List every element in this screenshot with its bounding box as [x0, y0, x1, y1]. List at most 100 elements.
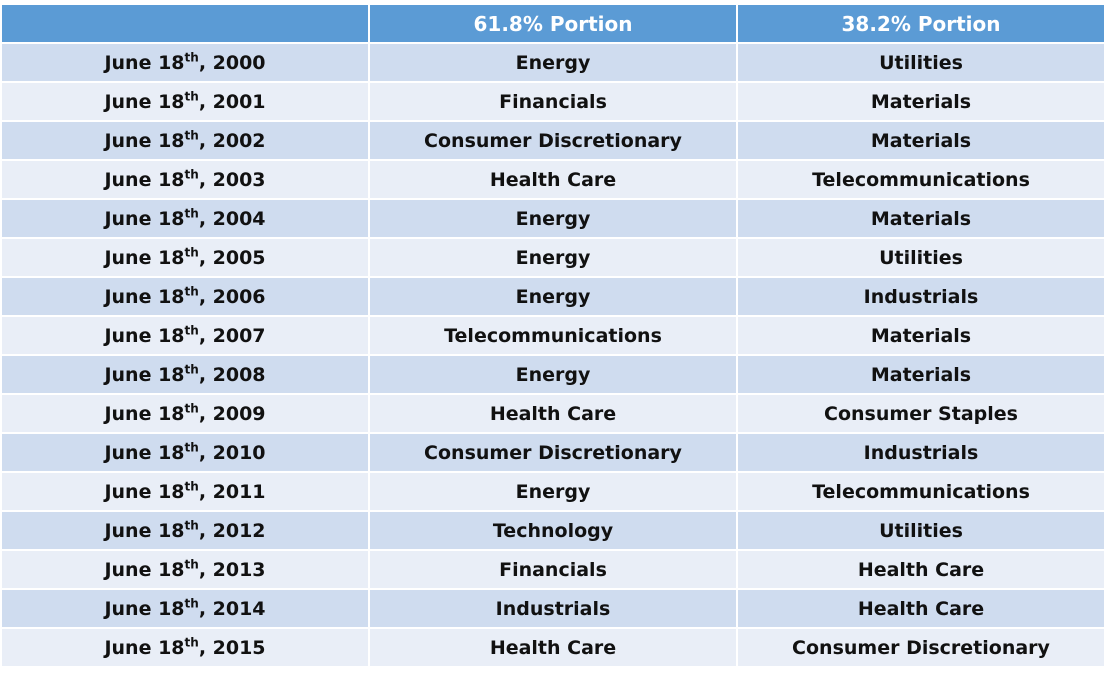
date-cell: June 18th, 2004: [2, 200, 368, 237]
portion-382-cell: Materials: [738, 317, 1104, 354]
date-day: June 18: [104, 90, 185, 113]
date-cell: June 18th, 2012: [2, 512, 368, 549]
date-cell: June 18th, 2001: [2, 83, 368, 120]
portion-618-cell: Industrials: [370, 590, 736, 627]
date-year: , 2011: [198, 480, 266, 503]
portion-382-cell: Consumer Discretionary: [738, 629, 1104, 666]
date-cell: June 18th, 2006: [2, 278, 368, 315]
portion-382-cell: Materials: [738, 122, 1104, 159]
table-row: June 18th, 2010 Consumer Discretionary Ind…: [2, 434, 1104, 471]
portion-382-cell: Telecommunications: [738, 161, 1104, 198]
date-day: June 18: [104, 246, 185, 269]
table-row: June 18th, 2007 Telecommunications Materia…: [2, 317, 1104, 354]
date-day: June 18: [104, 168, 185, 191]
portion-618-cell: Consumer Discretionary: [370, 434, 736, 471]
date-ordinal-suffix: th: [184, 596, 199, 611]
date-day: June 18: [104, 51, 185, 74]
date-ordinal-suffix: th: [184, 167, 199, 182]
portion-382-cell: Health Care: [738, 590, 1104, 627]
date-day: June 18: [104, 597, 185, 620]
table-row: June 18th, 2011 Energy Telecommunications: [2, 473, 1104, 510]
date-day: June 18: [104, 519, 185, 542]
date-cell: June 18th, 2010: [2, 434, 368, 471]
date-year: , 2013: [198, 558, 266, 581]
table-row: June 18th, 2000 Energy Utilities: [2, 44, 1104, 81]
portion-382-cell: Utilities: [738, 44, 1104, 81]
sector-table: 61.8% Portion 38.2% Portion June 18th, 2…: [0, 3, 1106, 668]
portion-382-cell: Materials: [738, 83, 1104, 120]
date-ordinal-suffix: th: [184, 245, 199, 260]
date-year: , 2010: [198, 441, 266, 464]
date-cell: June 18th, 2013: [2, 551, 368, 588]
date-day: June 18: [104, 324, 185, 347]
portion-618-cell: Energy: [370, 473, 736, 510]
date-cell: June 18th, 2002: [2, 122, 368, 159]
date-ordinal-suffix: th: [184, 401, 199, 416]
date-day: June 18: [104, 558, 185, 581]
table-row: June 18th, 2004 Energy Materials: [2, 200, 1104, 237]
date-year: , 2003: [198, 168, 266, 191]
table-row: June 18th, 2001 Financials Materials: [2, 83, 1104, 120]
date-ordinal-suffix: th: [184, 206, 199, 221]
portion-618-cell: Financials: [370, 83, 736, 120]
date-cell: June 18th, 2003: [2, 161, 368, 198]
portion-618-cell: Health Care: [370, 161, 736, 198]
date-day: June 18: [104, 402, 185, 425]
date-year: , 2001: [198, 90, 266, 113]
date-day: June 18: [104, 441, 185, 464]
date-cell: June 18th, 2011: [2, 473, 368, 510]
portion-618-cell: Health Care: [370, 629, 736, 666]
header-382-portion: 38.2% Portion: [738, 5, 1104, 42]
header-date: [2, 5, 368, 42]
portion-382-cell: Industrials: [738, 278, 1104, 315]
portion-382-cell: Industrials: [738, 434, 1104, 471]
portion-618-cell: Energy: [370, 239, 736, 276]
date-ordinal-suffix: th: [184, 50, 199, 65]
date-cell: June 18th, 2009: [2, 395, 368, 432]
table-header: 61.8% Portion 38.2% Portion: [2, 5, 1104, 42]
header-618-portion: 61.8% Portion: [370, 5, 736, 42]
date-ordinal-suffix: th: [184, 323, 199, 338]
portion-382-cell: Utilities: [738, 239, 1104, 276]
portion-382-cell: Materials: [738, 200, 1104, 237]
portion-382-cell: Materials: [738, 356, 1104, 393]
portion-618-cell: Energy: [370, 356, 736, 393]
table-row: June 18th, 2015 Health Care Consumer Discr…: [2, 629, 1104, 666]
portion-382-cell: Utilities: [738, 512, 1104, 549]
header-row: 61.8% Portion 38.2% Portion: [2, 5, 1104, 42]
date-day: June 18: [104, 480, 185, 503]
date-year: , 2006: [198, 285, 266, 308]
date-year: , 2002: [198, 129, 266, 152]
portion-618-cell: Financials: [370, 551, 736, 588]
date-day: June 18: [104, 636, 185, 659]
date-year: , 2015: [198, 636, 266, 659]
date-cell: June 18th, 2014: [2, 590, 368, 627]
date-ordinal-suffix: th: [184, 518, 199, 533]
date-cell: June 18th, 2005: [2, 239, 368, 276]
date-year: , 2014: [198, 597, 266, 620]
date-year: , 2012: [198, 519, 266, 542]
portion-382-cell: Telecommunications: [738, 473, 1104, 510]
date-ordinal-suffix: th: [184, 89, 199, 104]
portion-382-cell: Health Care: [738, 551, 1104, 588]
date-ordinal-suffix: th: [184, 362, 199, 377]
date-year: , 2007: [198, 324, 266, 347]
date-year: , 2000: [198, 51, 266, 74]
date-cell: June 18th, 2007: [2, 317, 368, 354]
date-day: June 18: [104, 207, 185, 230]
table-row: June 18th, 2014 Industrials Health Care: [2, 590, 1104, 627]
portion-618-cell: Health Care: [370, 395, 736, 432]
date-year: , 2005: [198, 246, 266, 269]
date-day: June 18: [104, 363, 185, 386]
table-row: June 18th, 2013 Financials Health Care: [2, 551, 1104, 588]
portion-618-cell: Energy: [370, 200, 736, 237]
date-year: , 2009: [198, 402, 266, 425]
table-row: June 18th, 2008 Energy Materials: [2, 356, 1104, 393]
date-ordinal-suffix: th: [184, 557, 199, 572]
table-row: June 18th, 2006 Energy Industrials: [2, 278, 1104, 315]
table-row: June 18th, 2003 Health Care Telecommunicat…: [2, 161, 1104, 198]
portion-618-cell: Energy: [370, 44, 736, 81]
date-day: June 18: [104, 129, 185, 152]
date-year: , 2004: [198, 207, 266, 230]
date-ordinal-suffix: th: [184, 440, 199, 455]
